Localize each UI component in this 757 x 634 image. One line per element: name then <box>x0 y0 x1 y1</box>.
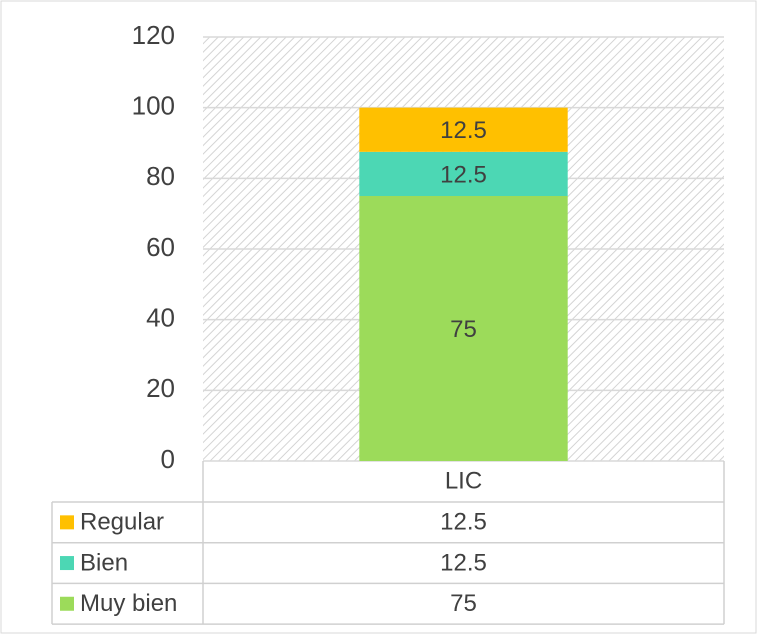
x-tick-label: LIC <box>445 467 482 494</box>
legend-key <box>60 515 74 530</box>
data-label: 12.5 <box>440 117 487 144</box>
bar-segment <box>359 151 568 196</box>
y-tick-label: 40 <box>146 303 175 333</box>
table-value: 12.5 <box>440 509 487 536</box>
data-label: 75 <box>450 316 477 343</box>
table-value: 12.5 <box>440 549 487 576</box>
legend-label: Muy bien <box>80 590 177 617</box>
table-value: 75 <box>450 590 477 617</box>
y-tick-label: 120 <box>132 20 175 50</box>
y-tick-label: 0 <box>161 444 175 474</box>
y-tick-label: 80 <box>146 161 175 191</box>
bar-segment <box>359 196 568 461</box>
data-label: 12.5 <box>440 161 487 188</box>
y-tick-label: 20 <box>146 373 175 403</box>
legend-label: Regular <box>80 509 164 536</box>
y-tick-label: 100 <box>132 91 175 121</box>
legend-label: Bien <box>80 549 128 576</box>
legend-key <box>60 596 74 611</box>
bar-segment <box>359 107 568 152</box>
legend-key <box>60 556 74 571</box>
y-tick-label: 60 <box>146 232 175 262</box>
